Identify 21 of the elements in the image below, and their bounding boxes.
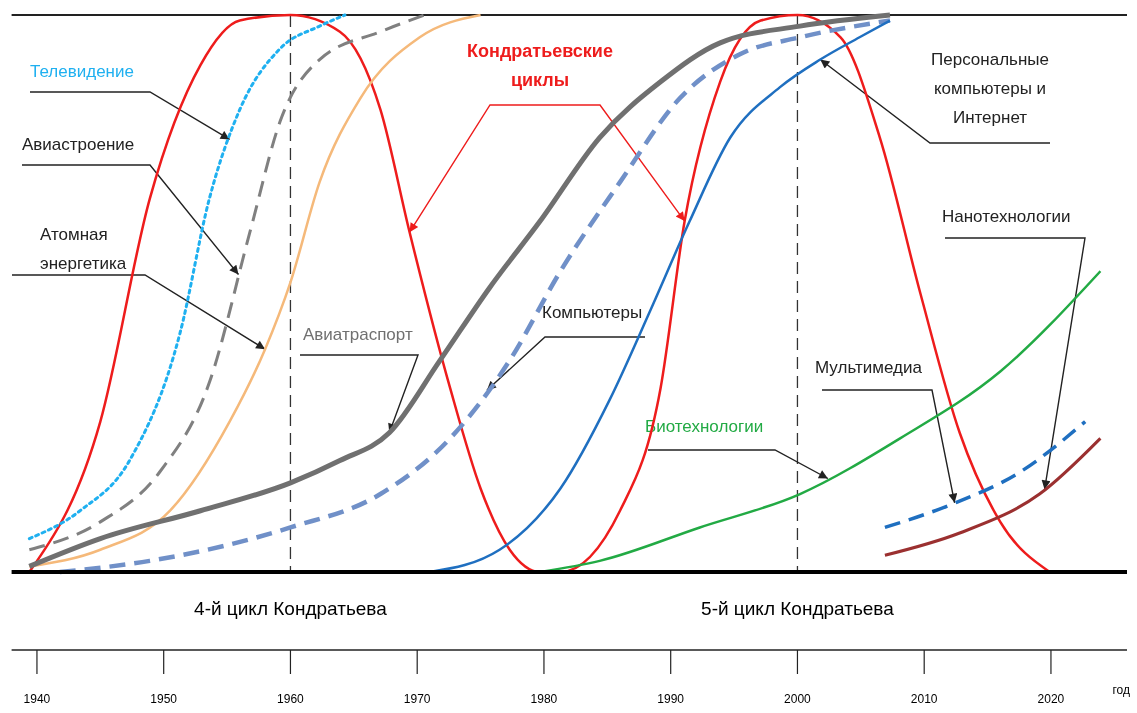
text: Персональные компьютеры и Интернет [931, 50, 1049, 127]
x-tick-label: 2020 [1037, 692, 1065, 706]
series-label: Авиатраспорт [303, 325, 413, 344]
x-axis-title: год [1112, 683, 1130, 697]
x-tick-label: 1960 [277, 692, 305, 706]
x-tick-label: 1980 [530, 692, 558, 706]
x-tick-label: 1940 [23, 692, 51, 706]
text: Атомная энергетика [40, 225, 127, 273]
x-tick-label: 2000 [784, 692, 812, 706]
text: Нанотехнологии [942, 207, 1071, 226]
text: Мультимедиа [815, 358, 923, 377]
text: 4-й цикл Кондратьева [194, 598, 388, 619]
series-label: Компьютеры [542, 303, 643, 322]
text: Кондратьевские циклы [467, 41, 613, 90]
x-tick-label: 1970 [403, 692, 431, 706]
x-tick-label: 2010 [910, 692, 938, 706]
text: 5-й цикл Кондратьева [701, 598, 895, 619]
text: Авиастроение [22, 135, 135, 154]
x-tick-label: 1950 [150, 692, 178, 706]
x-tick-label: 1990 [657, 692, 685, 706]
text: Телевидение [30, 62, 134, 81]
